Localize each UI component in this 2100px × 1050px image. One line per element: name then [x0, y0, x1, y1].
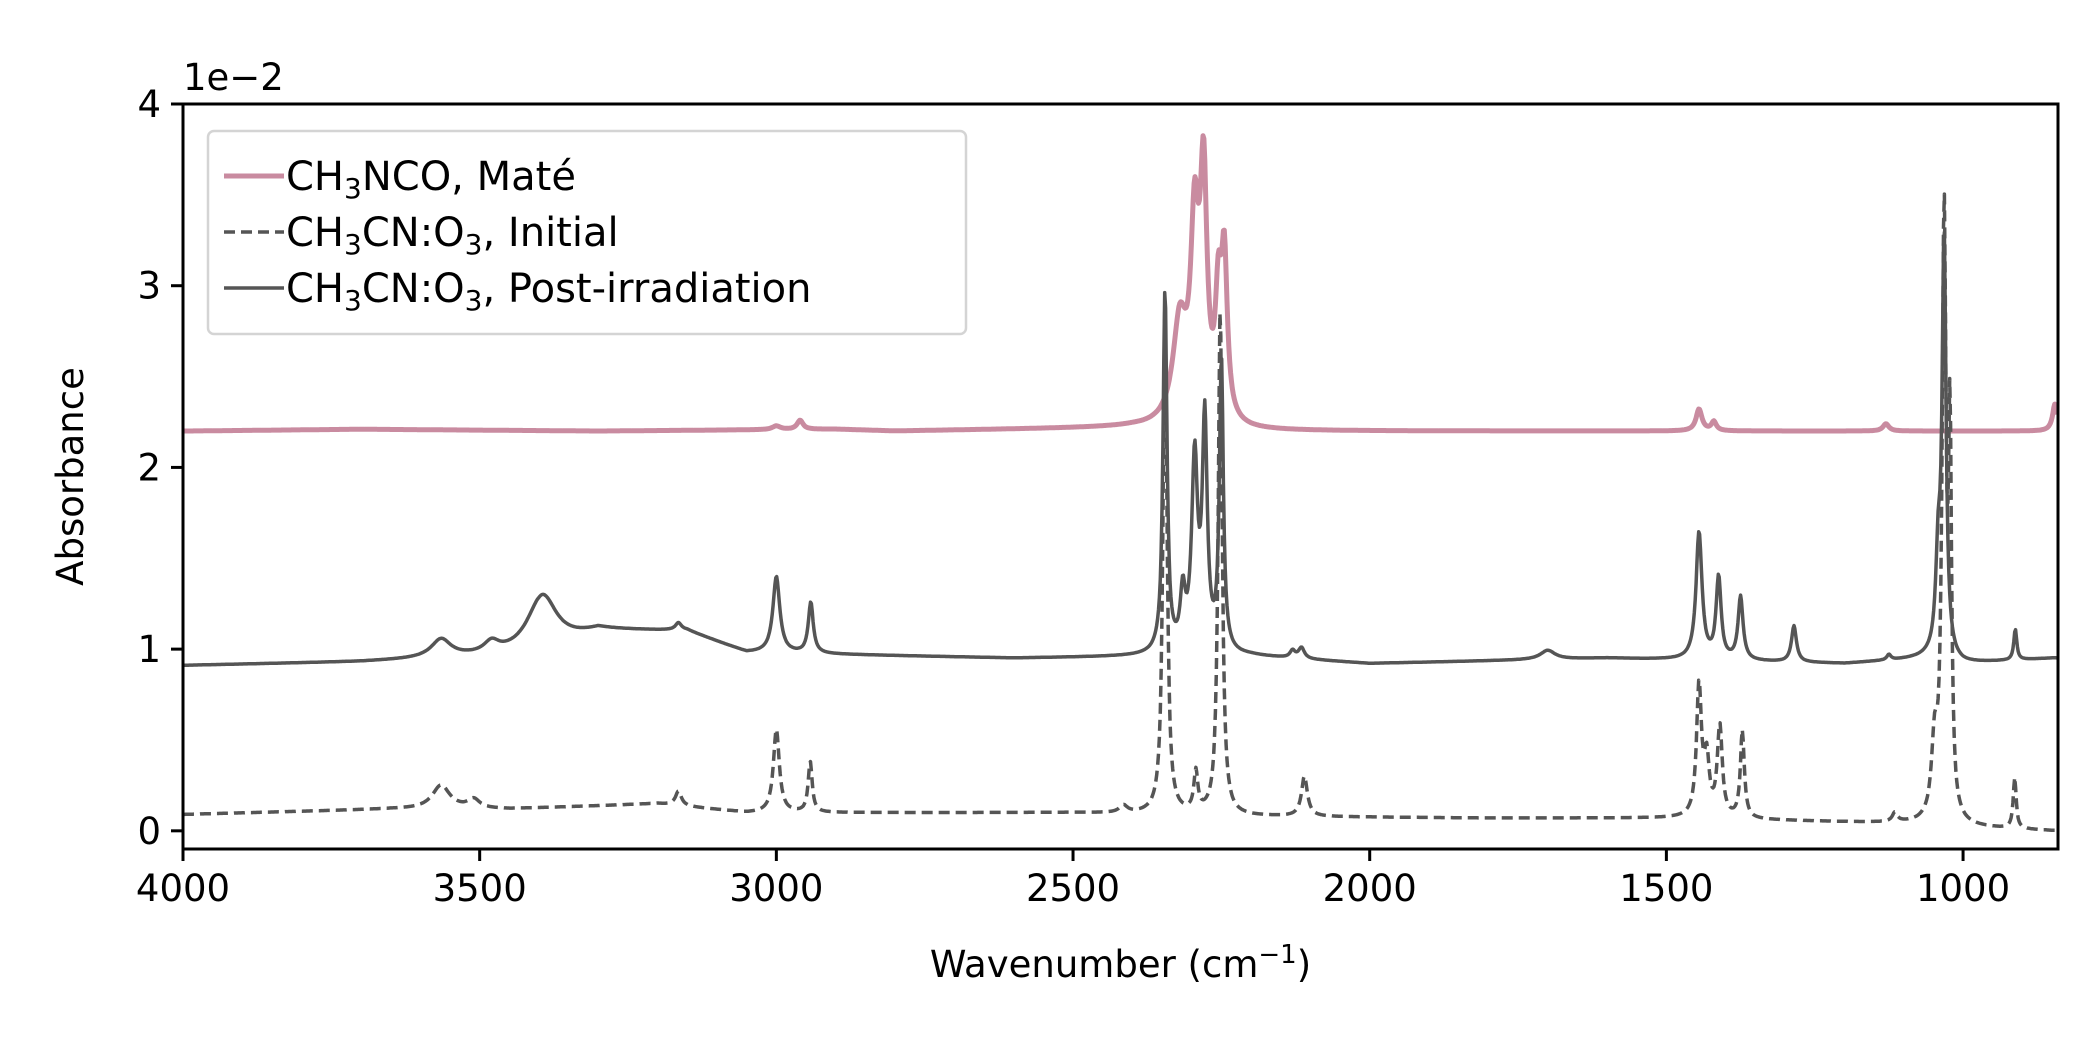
y-tick-label: 3	[137, 265, 161, 308]
legend-label-part: CN:O	[362, 266, 465, 312]
x-tick-label: 1500	[1619, 867, 1713, 910]
y-tick-label: 1	[137, 628, 161, 671]
x-tick-label: 3500	[433, 867, 527, 910]
x-tick-label: 3000	[729, 867, 823, 910]
y-offset-text: 1e−2	[183, 56, 284, 99]
y-tick-label: 0	[137, 810, 161, 853]
plot-lines	[183, 133, 2058, 833]
legend-label-2: CH3CN:O3, Initial	[286, 210, 619, 261]
legend-label-part: , Initial	[482, 210, 618, 256]
legend-label-part: 3	[344, 284, 362, 317]
series-line-3	[183, 230, 2058, 668]
legend-label-part: CH	[286, 266, 344, 312]
x-axis-label-main: Wavenumber (cm	[930, 943, 1259, 986]
series-line-1	[183, 133, 2058, 434]
x-axis: 4000 3500 3000 2500 2000 1500 1000	[136, 849, 2010, 910]
x-tick-label: 4000	[136, 867, 230, 910]
legend-label-1: CH3NCO, Maté	[286, 154, 576, 205]
x-tick-label: 2500	[1026, 867, 1120, 910]
y-tick-label: 4	[137, 83, 161, 126]
legend-label-part: NCO, Maté	[362, 154, 576, 200]
legend-label-part: 3	[465, 228, 483, 261]
y-axis: 0 1 2 3 4	[137, 83, 183, 853]
legend-box	[206, 129, 968, 336]
x-axis-label: Wavenumber (cm−1)	[930, 940, 1311, 986]
y-axis-label: Absorbance	[49, 367, 92, 586]
x-axis-label-close: )	[1297, 943, 1311, 986]
series-line-2	[183, 192, 2058, 833]
legend-label-part: 3	[465, 284, 483, 317]
x-tick-label: 1000	[1916, 867, 2010, 910]
x-axis-label-sup: −1	[1258, 940, 1296, 970]
y-tick-label: 2	[137, 446, 161, 489]
legend-label-part: 3	[344, 228, 362, 261]
legend-label-part: CN:O	[362, 210, 465, 256]
legend-label-3: CH3CN:O3, Post-irradiation	[286, 266, 812, 317]
legend-label-part: CH	[286, 210, 344, 256]
legend-label-part: 3	[344, 172, 362, 205]
x-tick-label: 2000	[1323, 867, 1417, 910]
plot-frame	[181, 102, 2060, 851]
legend-label-part: , Post-irradiation	[482, 266, 811, 312]
legend-label-part: CH	[286, 154, 344, 200]
